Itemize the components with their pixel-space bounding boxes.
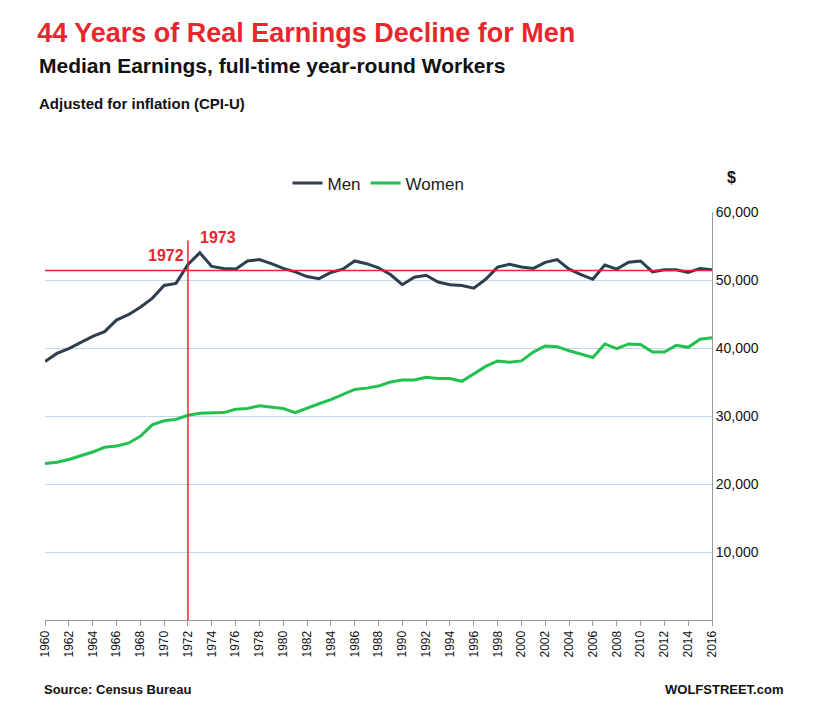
svg-text:10,000: 10,000	[716, 544, 759, 560]
svg-text:1984: 1984	[324, 630, 338, 657]
svg-text:2002: 2002	[538, 630, 552, 657]
svg-text:2012: 2012	[657, 630, 671, 657]
svg-text:44 Years of Real Earnings Decl: 44 Years of Real Earnings Decline for Me…	[37, 18, 575, 48]
svg-text:1992: 1992	[419, 630, 433, 657]
svg-text:1986: 1986	[348, 630, 362, 657]
svg-text:Women: Women	[406, 175, 464, 194]
svg-text:2004: 2004	[562, 630, 576, 657]
svg-text:1988: 1988	[371, 630, 385, 657]
svg-text:1960: 1960	[38, 630, 52, 657]
svg-text:2006: 2006	[586, 630, 600, 657]
svg-text:1978: 1978	[252, 630, 266, 657]
svg-text:Adjusted for inflation (CPI-U): Adjusted for inflation (CPI-U)	[39, 95, 245, 112]
svg-text:1982: 1982	[300, 630, 314, 657]
svg-text:20,000: 20,000	[716, 476, 759, 492]
svg-text:1976: 1976	[228, 630, 242, 657]
svg-text:50,000: 50,000	[716, 272, 759, 288]
svg-text:Median Earnings, full-time yea: Median Earnings, full-time year-round Wo…	[39, 54, 505, 77]
svg-text:30,000: 30,000	[716, 408, 759, 424]
svg-text:1990: 1990	[395, 630, 409, 657]
svg-text:1972: 1972	[148, 247, 184, 264]
svg-text:1996: 1996	[467, 630, 481, 657]
svg-text:60,000: 60,000	[716, 204, 759, 220]
svg-text:1962: 1962	[62, 630, 76, 657]
svg-text:1994: 1994	[443, 630, 457, 657]
svg-text:2000: 2000	[514, 630, 528, 657]
svg-text:1966: 1966	[109, 630, 123, 657]
svg-text:Source: Census Bureau: Source: Census Bureau	[44, 682, 191, 697]
svg-text:1972: 1972	[181, 630, 195, 657]
svg-text:1968: 1968	[133, 630, 147, 657]
svg-text:WOLFSTREET.com: WOLFSTREET.com	[665, 682, 783, 697]
svg-text:1980: 1980	[276, 630, 290, 657]
svg-text:2014: 2014	[681, 630, 695, 657]
svg-text:40,000: 40,000	[716, 340, 759, 356]
svg-text:2016: 2016	[705, 630, 719, 657]
svg-text:Men: Men	[328, 175, 361, 194]
svg-text:$: $	[727, 169, 736, 186]
svg-text:1974: 1974	[205, 630, 219, 657]
svg-text:1998: 1998	[491, 630, 505, 657]
svg-text:2010: 2010	[633, 630, 647, 657]
svg-text:2008: 2008	[610, 630, 624, 657]
svg-text:1970: 1970	[157, 630, 171, 657]
svg-text:1973: 1973	[200, 229, 236, 246]
svg-text:1964: 1964	[86, 630, 100, 657]
